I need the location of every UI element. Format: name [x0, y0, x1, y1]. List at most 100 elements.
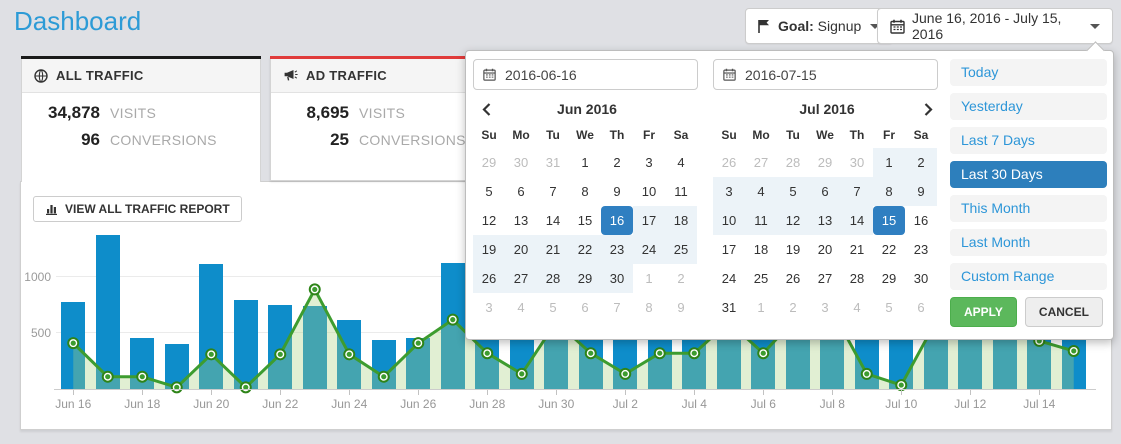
calendar-day[interactable]: 5 [549, 300, 557, 315]
calendar-day[interactable]: 19 [785, 242, 801, 257]
calendar-day[interactable]: 10 [713, 206, 745, 235]
calendar-day[interactable]: 27 [753, 155, 769, 170]
calendar-day[interactable]: 9 [613, 184, 621, 199]
calendar-day[interactable]: 25 [665, 235, 697, 264]
end-date-input[interactable] [743, 65, 928, 84]
calendar-day[interactable]: 1 [873, 148, 905, 177]
calendar-day[interactable]: 9 [677, 300, 685, 315]
calendar-day[interactable]: 2 [677, 271, 685, 286]
calendar-day[interactable]: 8 [645, 300, 653, 315]
calendar-day[interactable]: 18 [665, 206, 697, 235]
calendar-day[interactable]: 5 [777, 177, 809, 206]
calendar-day[interactable]: 12 [777, 206, 809, 235]
preset-last-30-days[interactable]: Last 30 Days [950, 161, 1107, 188]
calendar-day[interactable]: 15 [577, 213, 593, 228]
calendar-day[interactable]: 26 [473, 264, 505, 293]
calendar-day[interactable]: 10 [641, 184, 657, 199]
preset-last-month[interactable]: Last Month [950, 229, 1107, 256]
calendar-day[interactable]: 29 [817, 155, 833, 170]
calendar-day[interactable]: 17 [721, 242, 737, 257]
calendar-day[interactable]: 29 [481, 155, 497, 170]
calendar-day[interactable]: 4 [745, 177, 777, 206]
calendar-day[interactable]: 3 [485, 300, 493, 315]
calendar-day[interactable]: 1 [645, 271, 653, 286]
calendar-day[interactable]: 20 [505, 235, 537, 264]
calendar-day[interactable]: 11 [674, 184, 688, 199]
calendar-day[interactable]: 9 [905, 177, 937, 206]
calendar-day[interactable]: 29 [881, 271, 897, 286]
calendar-day[interactable]: 26 [785, 271, 801, 286]
calendar-day[interactable]: 3 [821, 300, 829, 315]
preset-today[interactable]: Today [950, 59, 1107, 86]
next-month-button[interactable] [915, 102, 941, 116]
calendar-day[interactable]: 6 [517, 184, 525, 199]
calendar-day[interactable]: 31 [545, 155, 561, 170]
apply-button[interactable]: APPLY [950, 297, 1017, 327]
calendar-day[interactable]: 21 [849, 242, 865, 257]
calendar-day[interactable]: 27 [817, 271, 833, 286]
calendar-day[interactable]: 4 [853, 300, 861, 315]
calendar-day-selected[interactable]: 16 [601, 206, 633, 235]
calendar-day[interactable]: 12 [481, 213, 497, 228]
calendar-day-selected[interactable]: 15 [873, 206, 905, 235]
calendar-day[interactable]: 27 [505, 264, 537, 293]
calendar-day[interactable]: 25 [753, 271, 769, 286]
calendar-day[interactable]: 18 [753, 242, 769, 257]
calendar-day[interactable]: 4 [677, 155, 685, 170]
start-date-field[interactable] [473, 59, 698, 90]
calendar-day[interactable]: 13 [809, 206, 841, 235]
calendar-day[interactable]: 28 [849, 271, 865, 286]
calendar-day[interactable]: 1 [581, 155, 589, 170]
calendar-day[interactable]: 23 [913, 242, 929, 257]
calendar-day[interactable]: 13 [513, 213, 529, 228]
start-date-input[interactable] [503, 65, 688, 84]
calendar-day[interactable]: 30 [849, 155, 865, 170]
goal-selector-button[interactable]: Goal: Signup [745, 8, 894, 44]
calendar-day[interactable]: 7 [549, 184, 557, 199]
date-range-button[interactable]: June 16, 2016 - July 15, 2016 [877, 8, 1113, 44]
preset-custom-range[interactable]: Custom Range [950, 263, 1107, 290]
calendar-day[interactable]: 20 [817, 242, 833, 257]
calendar-day[interactable]: 6 [581, 300, 589, 315]
calendar-day[interactable]: 3 [645, 155, 653, 170]
calendar-day[interactable]: 2 [905, 148, 937, 177]
calendar-day[interactable]: 2 [613, 155, 621, 170]
calendar-day[interactable]: 22 [569, 235, 601, 264]
calendar-day[interactable]: 30 [513, 155, 529, 170]
calendar-day[interactable]: 7 [841, 177, 873, 206]
calendar-day[interactable]: 19 [473, 235, 505, 264]
calendar-day[interactable]: 2 [789, 300, 797, 315]
calendar-day[interactable]: 6 [917, 300, 925, 315]
calendar-day[interactable]: 14 [545, 213, 561, 228]
end-date-field[interactable] [713, 59, 938, 90]
calendar-day[interactable]: 8 [873, 177, 905, 206]
calendar-day[interactable]: 1 [757, 300, 765, 315]
calendar-day[interactable]: 30 [913, 271, 929, 286]
calendar-day[interactable]: 23 [601, 235, 633, 264]
calendar-day[interactable]: 21 [537, 235, 569, 264]
calendar-day[interactable]: 26 [721, 155, 737, 170]
calendar-day[interactable]: 22 [881, 242, 897, 257]
calendar-day[interactable]: 11 [745, 206, 777, 235]
calendar-day[interactable]: 17 [633, 206, 665, 235]
calendar-day[interactable]: 24 [633, 235, 665, 264]
calendar-day[interactable]: 16 [913, 213, 929, 228]
calendar-day[interactable]: 6 [809, 177, 841, 206]
calendar-day[interactable]: 29 [569, 264, 601, 293]
calendar-day[interactable]: 8 [581, 184, 589, 199]
calendar-day[interactable]: 28 [537, 264, 569, 293]
calendar-day[interactable]: 3 [713, 177, 745, 206]
cancel-button[interactable]: CANCEL [1024, 297, 1103, 327]
calendar-day[interactable]: 30 [601, 264, 633, 293]
view-all-traffic-report-button[interactable]: VIEW ALL TRAFFIC REPORT [33, 196, 242, 222]
all-traffic-card[interactable]: ALL TRAFFIC 34,878 VISITS 96 CONVERSIONS [21, 56, 261, 182]
calendar-day[interactable]: 28 [785, 155, 801, 170]
calendar-day[interactable]: 4 [517, 300, 525, 315]
calendar-day[interactable]: 5 [885, 300, 893, 315]
calendar-day[interactable]: 7 [613, 300, 621, 315]
prev-month-button[interactable] [473, 102, 499, 116]
calendar-day[interactable]: 5 [485, 184, 493, 199]
calendar-day[interactable]: 24 [721, 271, 737, 286]
preset-this-month[interactable]: This Month [950, 195, 1107, 222]
calendar-day[interactable]: 14 [841, 206, 873, 235]
